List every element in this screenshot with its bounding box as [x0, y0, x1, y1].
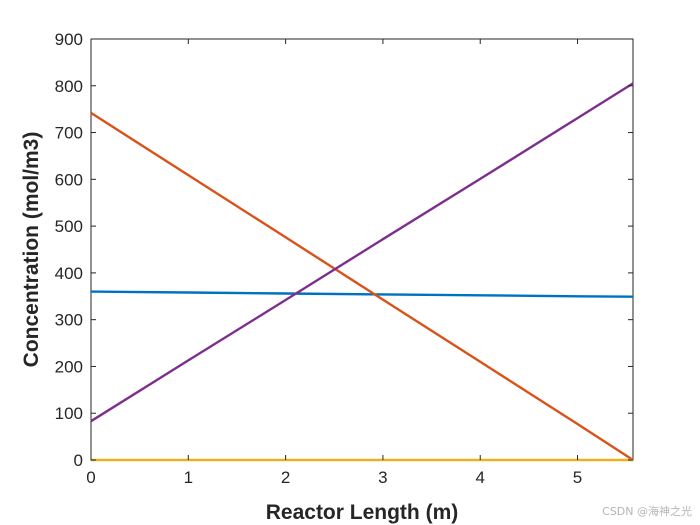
y-axis-title: Concentration (mol/m3) [20, 132, 43, 368]
y-tick-label: 500 [55, 217, 83, 236]
x-axis-title: Reactor Length (m) [266, 501, 459, 524]
x-tick-label: 4 [475, 468, 484, 487]
series-line-1 [90, 290, 634, 298]
y-tick-label: 600 [55, 170, 83, 189]
x-tick-label: 2 [281, 468, 290, 487]
x-tick-label: 3 [378, 468, 387, 487]
y-tick-label: 0 [74, 451, 83, 470]
y-tick-label: 100 [55, 404, 83, 423]
x-tick-label: 5 [573, 468, 582, 487]
watermark: CSDN @海神之光 [602, 505, 692, 518]
plot-frame [90, 38, 634, 461]
x-tick-label: 0 [86, 468, 95, 487]
y-tick-label: 700 [55, 124, 83, 143]
y-tick-label: 900 [55, 30, 83, 49]
plot-area [90, 38, 634, 461]
y-tick-label: 400 [55, 264, 83, 283]
series-layer [90, 82, 634, 462]
series-line-4 [90, 82, 634, 423]
y-tick-label: 200 [55, 357, 83, 376]
y-tick-label: 800 [55, 77, 83, 96]
ticks-layer: 0 1 2 3 4 5 0 100 200 300 400 500 600 700 800 900 [55, 30, 633, 487]
x-tick-label: 1 [184, 468, 193, 487]
y-tick-label: 300 [55, 311, 83, 330]
series-line-2 [90, 111, 634, 462]
